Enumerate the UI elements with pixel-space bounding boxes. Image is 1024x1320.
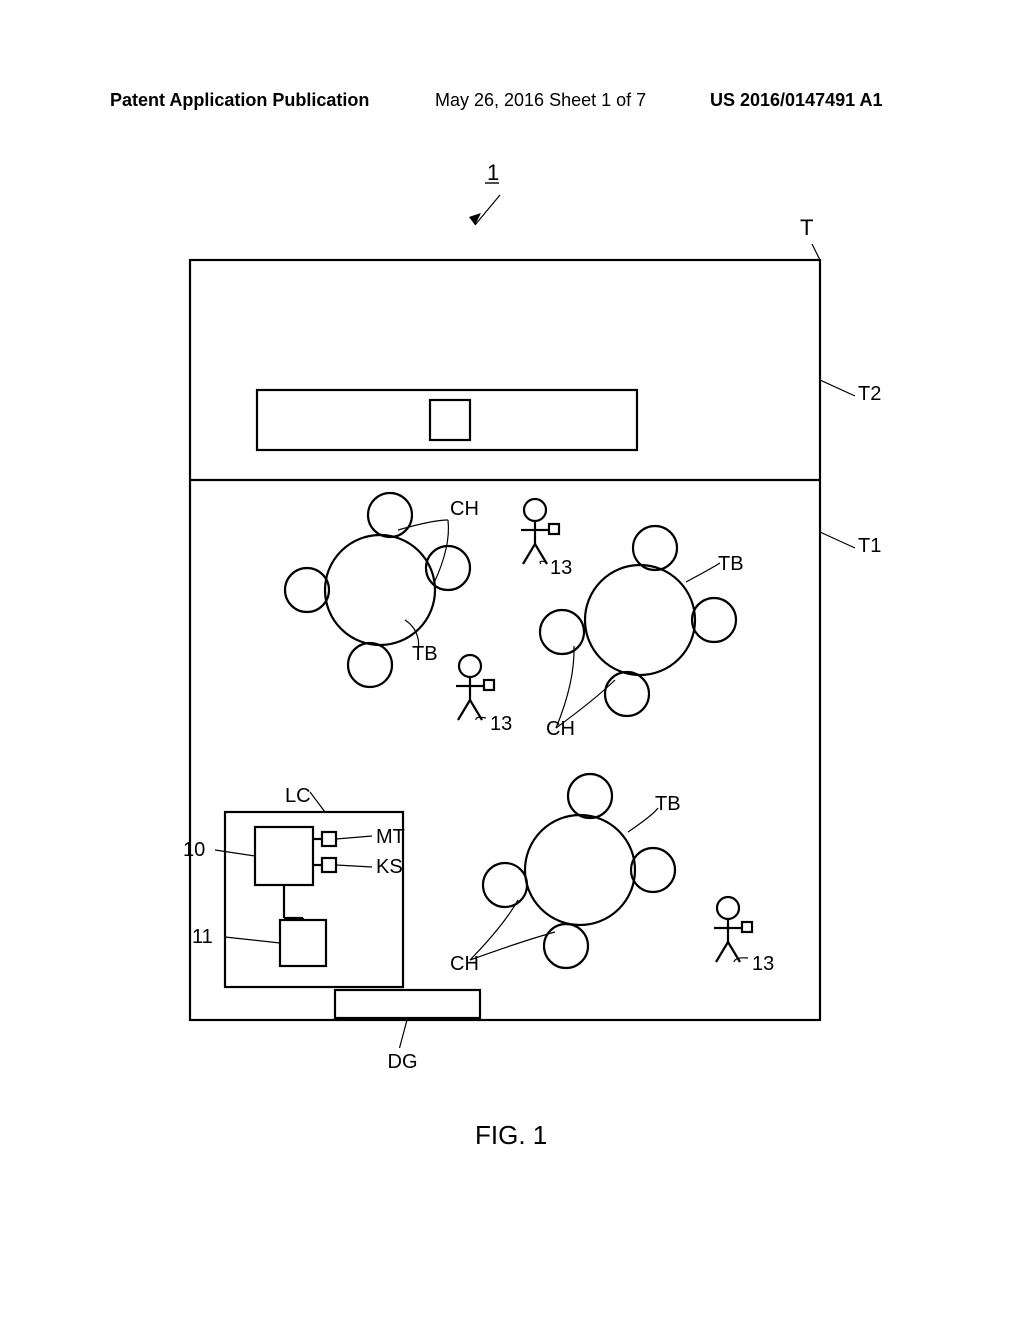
svg-text:T1: T1 [858, 535, 881, 557]
svg-text:T2: T2 [858, 383, 881, 405]
svg-text:TB: TB [718, 553, 744, 575]
svg-text:TB: TB [412, 643, 438, 665]
svg-text:KS: KS [376, 856, 403, 878]
svg-text:LC: LC [285, 785, 311, 807]
figure-caption: FIG. 1 [475, 1120, 547, 1151]
svg-text:11: 11 [192, 926, 213, 948]
svg-text:CH: CH [450, 498, 479, 520]
svg-text:T: T [800, 215, 813, 240]
svg-text:13: 13 [490, 713, 512, 735]
patent-page: Patent Application Publication May 26, 2… [0, 0, 1024, 1320]
svg-text:DG: DG [388, 1051, 418, 1073]
figure-1-svg: TB CH TB CH TB CH 13 13 13 LC 10 11 MT KS DG T T2 T1 1 [0, 0, 1024, 1200]
svg-text:CH: CH [450, 953, 479, 975]
svg-text:10: 10 [183, 839, 205, 861]
svg-text:13: 13 [752, 953, 774, 975]
svg-text:TB: TB [655, 793, 681, 815]
svg-text:13: 13 [550, 557, 572, 579]
svg-text:CH: CH [546, 718, 575, 740]
svg-text:1: 1 [487, 160, 499, 185]
svg-text:MT: MT [376, 826, 405, 848]
